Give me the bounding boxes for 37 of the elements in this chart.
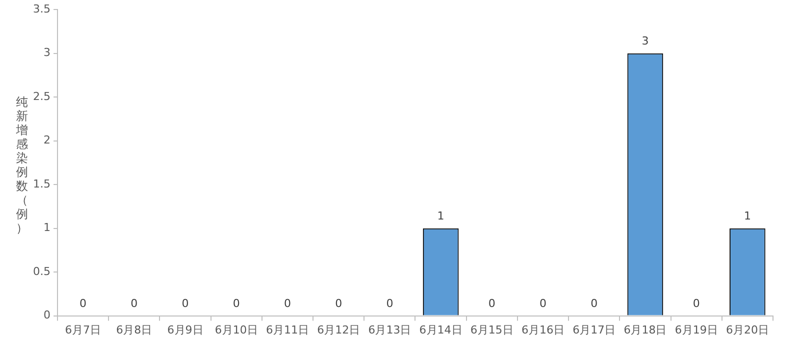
x-tick-label: 6月19日 xyxy=(674,323,718,336)
data-label: 0 xyxy=(386,297,394,310)
data-label: 0 xyxy=(335,297,342,310)
y-tick-label: 2.5 xyxy=(32,90,50,103)
data-label: 0 xyxy=(692,297,700,310)
data-label: 1 xyxy=(437,210,444,223)
data-label: 0 xyxy=(284,297,291,310)
y-tick-label: 1.5 xyxy=(32,177,50,190)
data-label: 0 xyxy=(130,297,138,310)
x-tick-label: 6月13日 xyxy=(368,323,412,336)
x-tick-label: 6月18日 xyxy=(624,323,667,336)
text: 纯新增感染例数（例） xyxy=(16,95,28,235)
x-tick-label: 6月16日 xyxy=(522,323,565,336)
y-tick-label: 3 xyxy=(43,46,50,60)
data-label: 0 xyxy=(488,297,496,310)
x-tick-label: 6月17日 xyxy=(572,323,616,336)
x-tick-label: 6月15日 xyxy=(470,323,514,336)
data-label: 3 xyxy=(642,34,649,48)
data-label: 0 xyxy=(540,297,547,310)
x-tick-label: 6月9日 xyxy=(167,323,204,336)
x-tick-label: 6月20日 xyxy=(726,323,769,336)
y-tick-label: 3.5 xyxy=(32,2,50,16)
x-tick-label: 6月10日 xyxy=(214,323,258,336)
data-label: 0 xyxy=(182,297,189,310)
x-tick-label: 6月8日 xyxy=(116,323,152,336)
data-label: 1 xyxy=(744,210,751,223)
data-label: 0 xyxy=(80,297,87,310)
data-label: 0 xyxy=(590,297,598,310)
y-tick-label: 2 xyxy=(43,134,50,147)
x-tick-label: 6月11日 xyxy=(266,323,309,336)
y-tick-label: 0 xyxy=(43,308,50,322)
data-label: 0 xyxy=(232,297,240,310)
x-tick-label: 6月12日 xyxy=(317,323,360,336)
x-tick-label: 6月14日 xyxy=(419,323,462,336)
x-tick-label: 6月7日 xyxy=(65,323,102,336)
y-tick-label: 1 xyxy=(43,221,50,234)
y-tick-label: 0.5 xyxy=(32,264,50,278)
